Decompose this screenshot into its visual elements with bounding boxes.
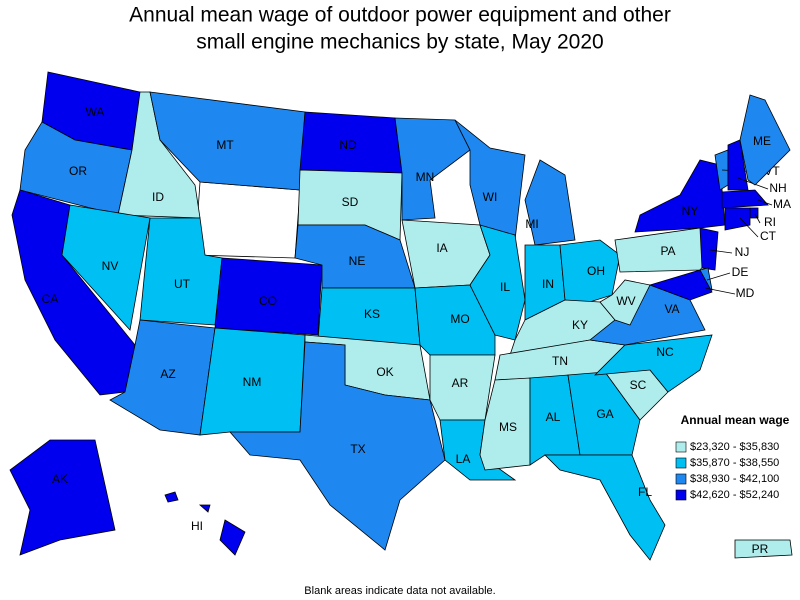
state xyxy=(648,269,713,301)
state xyxy=(724,207,751,231)
state-label: HI xyxy=(191,519,203,533)
state-label: IL xyxy=(500,280,510,294)
state xyxy=(198,504,211,513)
state-label: MI xyxy=(525,217,538,231)
state-label: MA xyxy=(773,197,791,211)
state-label: NJ xyxy=(735,245,750,259)
state-label: MS xyxy=(499,420,517,434)
state xyxy=(164,491,179,503)
state xyxy=(739,94,791,186)
state-label: PA xyxy=(660,244,675,258)
state xyxy=(149,91,306,191)
legend-swatch xyxy=(675,473,687,485)
state xyxy=(721,189,769,209)
state-label: NC xyxy=(656,345,674,359)
state-label: FL xyxy=(638,485,652,499)
leader-line xyxy=(704,287,736,295)
leader-line xyxy=(709,249,733,254)
state-label: IA xyxy=(436,241,447,255)
legend-label: $38,930 - $42,100 xyxy=(690,473,779,485)
state-label: ND xyxy=(339,138,357,152)
state-label: NY xyxy=(682,204,699,218)
state-label: CA xyxy=(42,292,59,306)
state-label: NM xyxy=(243,375,262,389)
state-label: LA xyxy=(456,452,471,466)
leader-line xyxy=(739,217,759,238)
state-label: MN xyxy=(416,170,435,184)
legend-swatch xyxy=(675,441,687,453)
state-label: NE xyxy=(349,254,366,268)
state-label: AR xyxy=(452,376,469,390)
state xyxy=(469,224,526,341)
state-label: ME xyxy=(753,134,771,148)
leader-line xyxy=(706,272,731,281)
state-label: UT xyxy=(174,277,191,291)
state xyxy=(544,454,666,561)
state-label: OR xyxy=(69,164,87,178)
leader-line xyxy=(757,199,773,206)
state-label: DE xyxy=(732,265,749,279)
legend-label: $35,870 - $38,550 xyxy=(690,457,779,469)
state xyxy=(219,519,246,556)
state-label: AL xyxy=(546,410,561,424)
state-label: PR xyxy=(752,542,769,556)
state-label: CO xyxy=(259,294,277,308)
state-label: AZ xyxy=(160,367,175,381)
state-label: SD xyxy=(342,195,359,209)
legend-label: $42,620 - $52,240 xyxy=(690,489,779,501)
state xyxy=(727,139,749,191)
state-label: OH xyxy=(587,264,605,278)
state-label: CT xyxy=(760,229,777,243)
state-label: WV xyxy=(616,294,635,308)
state xyxy=(734,539,793,559)
state-label: NV xyxy=(102,259,119,273)
state-label: MD xyxy=(736,286,755,300)
state xyxy=(229,341,446,551)
state-label: KY xyxy=(572,318,588,332)
state-label: SC xyxy=(630,378,647,392)
footnote: Blank areas indicate data not available. xyxy=(304,585,495,597)
state xyxy=(9,439,116,556)
state-label: NH xyxy=(769,181,786,195)
state-label: AK xyxy=(52,472,68,486)
state-label: MT xyxy=(216,138,234,152)
state-label: MO xyxy=(450,312,469,326)
state-label: WA xyxy=(86,105,105,119)
state-label: IN xyxy=(542,277,554,291)
state-label: GA xyxy=(596,407,613,421)
title-line: Annual mean wage of outdoor power equipm… xyxy=(129,4,671,27)
legend-swatch xyxy=(675,457,687,469)
legend-title: Annual mean wage xyxy=(681,413,790,427)
state-label: OK xyxy=(376,365,393,379)
leader-line xyxy=(754,213,761,224)
state-label: VA xyxy=(664,302,679,316)
state xyxy=(454,119,526,241)
state xyxy=(61,204,151,331)
state xyxy=(394,117,471,221)
state xyxy=(524,159,576,246)
state-label: KS xyxy=(364,307,380,321)
title-line: small engine mechanics by state, May 202… xyxy=(196,31,603,54)
legend-swatch xyxy=(675,489,687,501)
state-label: TN xyxy=(552,354,568,368)
state xyxy=(699,227,719,271)
state-label: TX xyxy=(350,442,365,456)
state-label: WI xyxy=(483,190,498,204)
state xyxy=(634,159,726,233)
state-no-data xyxy=(194,181,301,259)
state-label: ID xyxy=(152,190,164,204)
legend-label: $23,320 - $35,830 xyxy=(690,441,779,453)
state-label: RI xyxy=(764,215,776,229)
